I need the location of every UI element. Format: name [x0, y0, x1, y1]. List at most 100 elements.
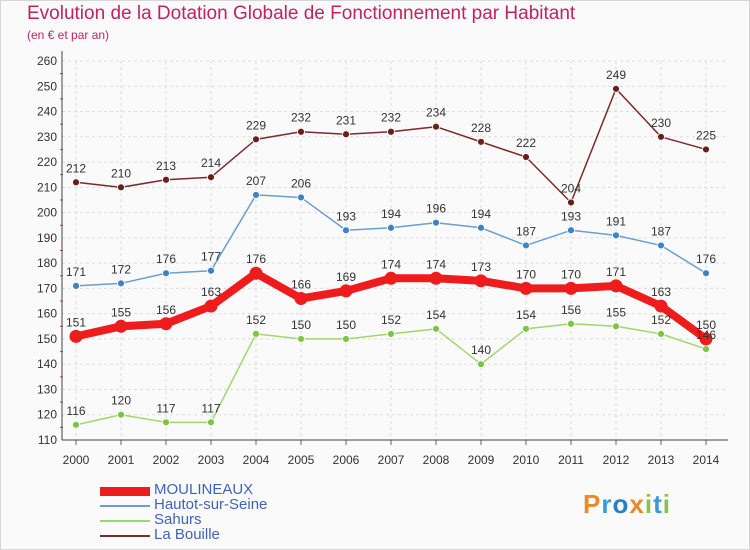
data-label: 176 — [156, 252, 176, 266]
data-point — [519, 281, 533, 295]
data-point — [477, 360, 485, 369]
x-tick-label: 2006 — [333, 453, 360, 467]
data-point — [474, 274, 488, 288]
data-label: 187 — [651, 224, 671, 238]
data-point — [432, 122, 440, 131]
data-label: 170 — [561, 267, 581, 281]
data-point — [342, 130, 350, 139]
data-point — [252, 135, 260, 144]
data-point — [522, 153, 530, 161]
data-label: 116 — [66, 404, 85, 418]
data-point — [342, 226, 350, 235]
legend-label: La Bouille — [154, 526, 220, 543]
y-tick-label: 180 — [37, 256, 57, 270]
data-label: 117 — [156, 401, 175, 415]
data-label: 150 — [696, 318, 716, 332]
data-point — [702, 269, 710, 278]
legend-swatch — [100, 535, 150, 537]
data-point — [117, 279, 125, 288]
data-point — [657, 329, 665, 338]
data-label: 194 — [471, 207, 491, 221]
data-label: 206 — [291, 176, 311, 190]
x-tick-label: 2000 — [63, 453, 90, 467]
data-label: 231 — [336, 113, 356, 127]
data-point — [654, 299, 668, 313]
data-label: 163 — [201, 285, 221, 299]
data-point — [432, 324, 440, 333]
data-point — [657, 241, 665, 250]
data-point — [72, 178, 80, 187]
data-label: 150 — [291, 318, 311, 332]
x-tick-label: 2012 — [603, 453, 630, 467]
data-point — [387, 127, 395, 136]
data-label: 174 — [381, 257, 401, 271]
logo-letter: x — [629, 489, 645, 519]
logo-letter: t — [653, 489, 663, 519]
data-point — [477, 137, 485, 146]
data-label: 176 — [246, 252, 266, 266]
legend-label: Hautot-sur-Seine — [154, 496, 268, 513]
y-tick-label: 250 — [37, 79, 57, 93]
data-label: 212 — [66, 161, 86, 175]
data-point — [387, 223, 395, 232]
data-point — [207, 418, 215, 427]
data-label: 225 — [696, 128, 716, 142]
data-point — [699, 332, 713, 346]
data-point — [522, 241, 530, 250]
x-tick-label: 2009 — [468, 453, 495, 467]
data-point — [252, 191, 260, 199]
data-point — [432, 218, 440, 227]
y-tick-label: 150 — [37, 332, 57, 346]
data-label: 232 — [381, 111, 401, 125]
y-tick-label: 170 — [37, 281, 57, 295]
data-point — [162, 175, 170, 184]
data-point — [207, 266, 215, 275]
x-tick-label: 2004 — [243, 453, 270, 467]
legend-label: Sahurs — [154, 511, 202, 528]
data-label: 117 — [201, 401, 220, 415]
data-label: 229 — [246, 118, 266, 132]
data-point — [72, 281, 80, 290]
x-tick-label: 2010 — [513, 453, 540, 467]
data-point — [612, 322, 620, 331]
chart-subtitle: (en € et par an) — [27, 28, 110, 42]
data-point — [387, 329, 395, 338]
data-point — [612, 84, 620, 93]
proxiti-logo: Proxiti — [583, 489, 671, 520]
data-point — [72, 420, 80, 429]
y-tick-label: 160 — [37, 307, 57, 321]
data-label: 187 — [516, 224, 536, 238]
logo-letter: r — [601, 489, 613, 519]
data-label: 156 — [156, 303, 176, 317]
legend-swatch — [100, 505, 150, 507]
x-tick-label: 2014 — [693, 453, 720, 467]
legend-label: MOULINEAUX — [154, 481, 254, 498]
data-label: 166 — [291, 278, 311, 292]
data-point — [567, 198, 575, 207]
x-tick-label: 2008 — [423, 453, 450, 467]
data-label: 234 — [426, 106, 446, 120]
data-label: 204 — [561, 181, 581, 195]
data-label: 146 — [696, 328, 716, 342]
y-tick-label: 140 — [37, 357, 57, 371]
y-tick-label: 260 — [37, 54, 57, 68]
data-label: 171 — [66, 265, 86, 279]
data-point — [162, 418, 170, 427]
data-point — [297, 335, 305, 343]
data-label: 150 — [336, 318, 356, 332]
data-label: 170 — [516, 267, 536, 281]
data-label: 207 — [246, 174, 266, 188]
data-label: 154 — [516, 308, 536, 322]
y-tick-label: 210 — [37, 180, 57, 194]
data-point — [162, 269, 170, 278]
y-tick-label: 220 — [37, 155, 57, 169]
data-point — [339, 284, 353, 298]
data-point — [564, 281, 578, 295]
legend-swatch — [100, 486, 150, 496]
data-label: 222 — [516, 136, 536, 150]
data-label: 193 — [336, 209, 356, 223]
data-label: 232 — [291, 111, 311, 125]
x-tick-label: 2002 — [153, 453, 180, 467]
data-label: 171 — [606, 265, 626, 279]
